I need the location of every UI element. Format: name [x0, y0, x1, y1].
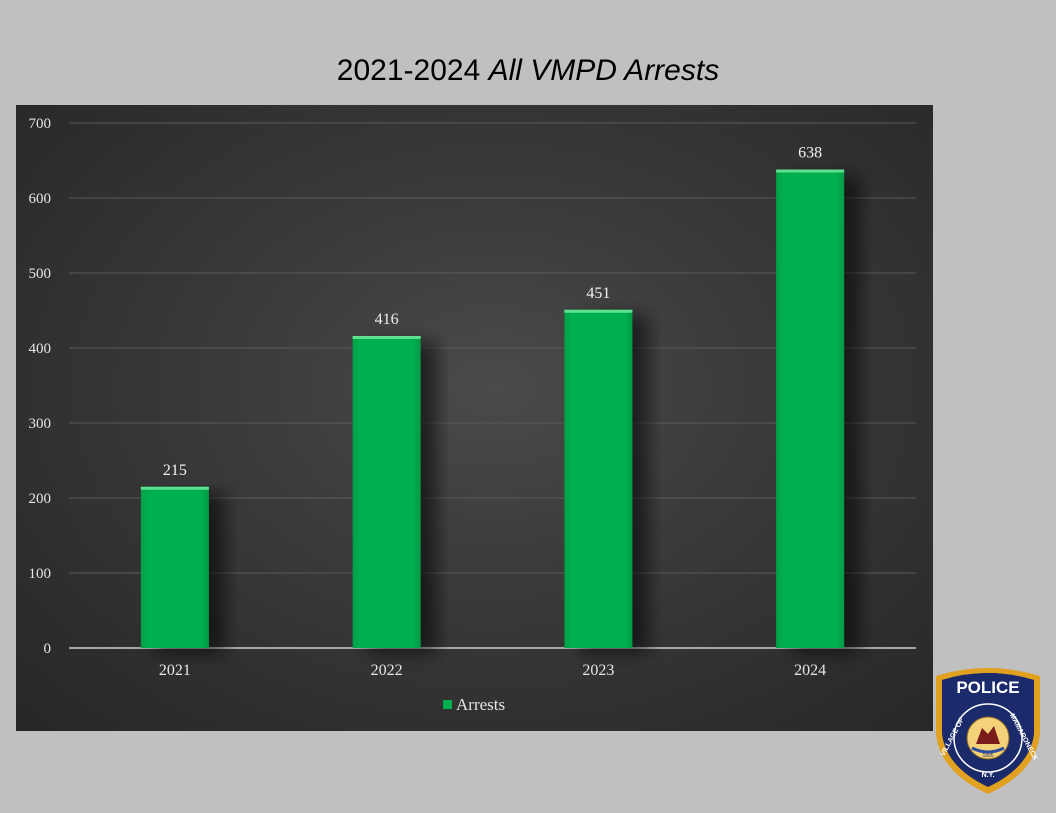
gridlines: [69, 122, 916, 649]
y-tick-label: 200: [29, 491, 52, 507]
bar-2024: [776, 169, 845, 648]
y-tick-label: 700: [29, 116, 52, 132]
data-label-2022: 416: [375, 311, 399, 328]
y-tick-label: 500: [29, 266, 52, 282]
bar-top-highlight: [140, 486, 209, 490]
title-italic: All VMPD Arrests: [488, 54, 720, 87]
x-tick-label: 2024: [794, 662, 826, 679]
x-tick-label: 2022: [371, 662, 403, 679]
chart-title: 2021-2024 All VMPD Arrests: [0, 54, 1056, 88]
y-tick-label: 100: [29, 566, 52, 582]
y-tick-label: 400: [29, 341, 52, 357]
bar-top-highlight: [352, 336, 421, 339]
data-label-2024: 638: [798, 145, 822, 162]
x-tick-label: 2021: [159, 662, 191, 679]
title-prefix: 2021-2024: [336, 54, 481, 87]
data-labels: 215 416 451 638: [163, 145, 822, 479]
y-tick-label: 600: [29, 191, 52, 207]
y-tick-label: 0: [44, 641, 52, 657]
bars: [140, 169, 845, 648]
legend-label: Arrests: [456, 695, 505, 714]
x-tick-label: 2023: [582, 662, 614, 679]
data-label-2023: 451: [586, 285, 610, 302]
bar-top-highlight: [564, 309, 633, 313]
bar-top-highlight: [776, 169, 845, 173]
bar-2022: [352, 336, 421, 648]
logo-top-text: POLICE: [956, 678, 1019, 697]
x-axis-ticks: 2021 2022 2023 2024: [159, 662, 826, 679]
data-label-2021: 215: [163, 462, 187, 479]
y-axis-ticks: 0 100 200 300 400 500 600 700: [29, 116, 52, 657]
bar-chart: 0 100 200 300 400 500 600 700 215 416 451 638 2021…: [29, 116, 916, 714]
police-badge-logo: POLICE 1895 VILLAGE OF MAMARONECK N.Y.: [936, 668, 1040, 794]
logo-bottom-text: N.Y.: [982, 772, 995, 779]
bar-2021: [140, 486, 209, 648]
legend-swatch: [443, 700, 452, 709]
y-tick-label: 300: [29, 416, 52, 432]
legend: Arrests: [443, 695, 505, 714]
logo-year: 1895: [982, 753, 993, 759]
bar-2023: [564, 309, 633, 648]
chart-panel: 0 100 200 300 400 500 600 700 215 416 451 638 2021…: [16, 105, 933, 731]
